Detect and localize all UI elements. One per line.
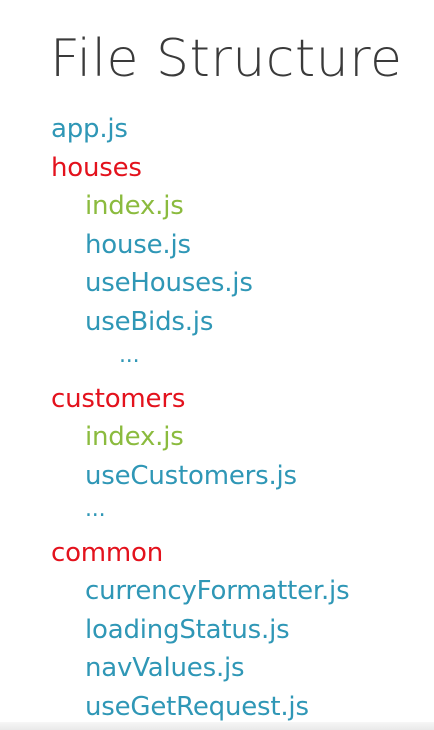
file-label: house.js [85, 229, 191, 260]
folder-label: houses [51, 152, 142, 183]
file-label: index.js [85, 422, 184, 452]
file-label: useCustomers.js [85, 460, 297, 491]
folder-label: customers [51, 383, 186, 414]
slide-title: File Structure [50, 29, 403, 89]
file-label: ... [85, 497, 106, 522]
file-label: useBids.js [85, 306, 214, 337]
folder-label: common [51, 537, 164, 568]
file-label: navValues.js [85, 653, 245, 683]
file-tree: app.js houses index.js house.js useHouses.js… [51, 110, 431, 726]
file-label: index.js [85, 191, 184, 221]
file-label: useGetRequest.js [85, 691, 309, 722]
file-label: loadingStatus.js [85, 614, 290, 645]
bottom-edge [0, 722, 434, 730]
file-label: app.js [51, 114, 128, 144]
file-label: currencyFormatter.js [85, 576, 350, 606]
file-label: useHouses.js [85, 268, 253, 298]
file-label: ... [119, 343, 140, 368]
